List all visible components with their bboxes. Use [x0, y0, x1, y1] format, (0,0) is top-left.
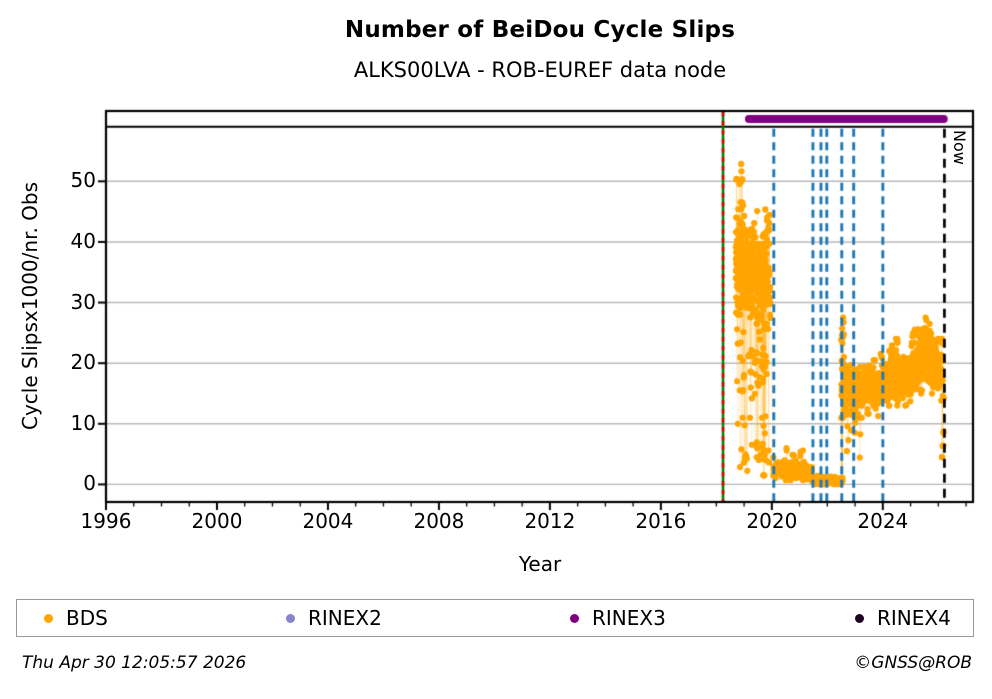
rinex3-dot-icon — [570, 613, 579, 623]
plot-timestamp: Thu Apr 30 12:05:57 2026 — [22, 653, 247, 673]
chart-subtitle: ALKS00LVA - ROB-EUREF data node — [353, 58, 727, 82]
legend-label: RINEX2 — [308, 606, 382, 630]
legend-label: RINEX4 — [877, 606, 951, 630]
y-tick-label: 20 — [70, 350, 96, 375]
credit-watermark: ©GNSS@ROB — [854, 653, 972, 673]
now-line-label: Now — [950, 130, 969, 165]
x-tick-label: 2000 — [191, 509, 243, 533]
x-axis-label: Year — [518, 552, 562, 576]
x-tick-label: 2020 — [746, 509, 798, 533]
legend-item-rinex4: RINEX4 — [855, 600, 951, 636]
y-tick-label: 10 — [70, 410, 96, 435]
x-tick-label: 2008 — [413, 509, 465, 533]
chart-title: Number of BeiDou Cycle Slips — [344, 17, 736, 43]
legend-item-rinex3: RINEX3 — [570, 600, 666, 636]
x-tick-label: 2024 — [857, 509, 909, 533]
x-tick-label: 2012 — [524, 509, 576, 533]
y-tick-label: 40 — [70, 228, 96, 253]
y-tick-label: 50 — [70, 168, 96, 193]
x-tick-label: 2016 — [635, 509, 687, 533]
legend-label: BDS — [66, 606, 108, 630]
legend-box: BDS RINEX2 RINEX3 RINEX4 — [16, 599, 974, 637]
y-tick-label: 30 — [70, 289, 96, 314]
x-tick-label: 1996 — [80, 509, 132, 533]
legend-label: RINEX3 — [592, 606, 666, 630]
legend-item-bds: BDS — [44, 600, 108, 636]
rinex4-dot-icon — [855, 613, 864, 623]
bds-dot-icon — [44, 613, 53, 623]
x-tick-label: 2004 — [302, 509, 354, 533]
legend-item-rinex2: RINEX2 — [286, 600, 382, 636]
y-tick-label: 0 — [83, 471, 96, 496]
rinex2-dot-icon — [286, 613, 295, 623]
